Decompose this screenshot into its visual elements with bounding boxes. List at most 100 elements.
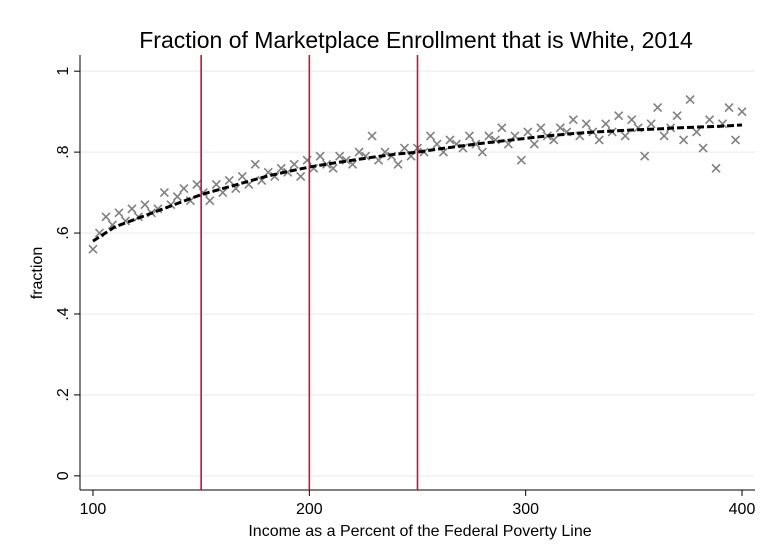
marker-stroke	[640, 151, 650, 161]
marker-stroke	[542, 131, 552, 141]
marker-stroke	[523, 127, 533, 137]
marker-stroke	[646, 119, 656, 129]
marker-stroke	[698, 143, 708, 153]
marker-stroke	[127, 204, 137, 214]
marker-stroke	[114, 208, 124, 218]
marker-stroke	[276, 163, 286, 173]
scatter-point	[140, 200, 150, 210]
scatter-point	[692, 127, 702, 137]
marker-stroke	[516, 155, 526, 165]
marker-stroke	[438, 147, 449, 157]
scatter-point	[568, 115, 578, 125]
marker-stroke	[185, 196, 195, 206]
scatter-point	[328, 163, 338, 173]
scatter-point	[711, 163, 721, 173]
chart-title: Fraction of Marketplace Enrollment that …	[139, 27, 693, 53]
marker-stroke	[309, 163, 319, 173]
scatter-point	[497, 123, 507, 133]
scatter-point	[399, 143, 410, 153]
x-tick-label: 400	[729, 501, 756, 518]
marker-stroke	[179, 183, 189, 194]
fit-line	[92, 123, 743, 243]
marker-stroke	[620, 131, 630, 141]
marker-stroke	[601, 119, 611, 129]
marker-stroke	[685, 94, 695, 105]
marker-stroke	[224, 175, 234, 186]
marker-stroke	[711, 163, 721, 173]
marker-stroke	[205, 196, 215, 206]
marker-stroke	[399, 143, 410, 153]
marker-stroke	[549, 135, 559, 145]
scatter-point	[516, 155, 526, 165]
scatter-point	[737, 107, 747, 117]
marker-stroke	[354, 147, 364, 157]
marker-stroke	[555, 123, 565, 133]
marker-stroke	[237, 171, 247, 181]
y-tick-label: 0	[55, 471, 72, 480]
x-tick-label: 100	[80, 501, 107, 518]
marker-stroke	[633, 123, 643, 133]
scatter-point	[322, 159, 332, 169]
scatter-point	[679, 135, 689, 145]
marker-stroke	[705, 115, 715, 125]
scatter-point	[685, 94, 695, 105]
scatter-point	[627, 115, 637, 125]
x-tick-label: 200	[296, 501, 323, 518]
scatter-point	[88, 244, 98, 254]
marker-stroke	[672, 111, 682, 121]
marker-stroke	[101, 212, 111, 222]
scatter-point	[484, 131, 494, 141]
scatter-point	[192, 179, 202, 190]
x-axis-label: Income as a Percent of the Federal Pover…	[248, 523, 591, 540]
scatter-point	[581, 119, 591, 129]
marker-stroke	[730, 135, 741, 145]
scatter-point	[296, 171, 306, 181]
scatter-point	[153, 204, 163, 214]
scatter-point	[601, 119, 611, 129]
scatter-point	[445, 135, 455, 145]
scatter-point	[542, 131, 552, 141]
marker-stroke	[322, 159, 332, 169]
marker-stroke	[231, 183, 241, 194]
marker-stroke	[218, 188, 228, 198]
scatter-point	[432, 139, 442, 149]
scatter-point	[620, 131, 630, 141]
scatter-point	[179, 183, 189, 194]
y-axis-label: fraction	[29, 247, 46, 299]
y-tick-label: .8	[55, 145, 72, 158]
marker-stroke	[328, 163, 338, 173]
scatter-point	[672, 111, 682, 121]
marker-stroke	[88, 244, 98, 254]
marker-stroke	[724, 103, 734, 113]
marker-stroke	[296, 171, 306, 181]
marker-stroke	[529, 139, 539, 149]
scatter-point	[549, 135, 559, 145]
scatter-point	[594, 135, 604, 145]
marker-stroke	[348, 159, 358, 169]
scatter-point	[205, 196, 215, 206]
scatter-point	[289, 159, 299, 169]
scatter-point	[250, 159, 260, 169]
marker-stroke	[367, 131, 377, 141]
scatter-point	[698, 143, 708, 153]
scatter-point	[730, 135, 741, 145]
marker-stroke	[153, 204, 163, 214]
scatter-point	[640, 151, 650, 161]
scatter-point	[335, 151, 345, 161]
marker-stroke	[159, 188, 169, 198]
y-tick-label: .2	[55, 388, 72, 401]
marker-stroke	[211, 179, 221, 190]
marker-stroke	[393, 159, 403, 169]
scatter-point	[159, 188, 169, 198]
x-tick-label: 300	[512, 501, 539, 518]
marker-stroke	[471, 139, 481, 149]
scatter-point	[393, 159, 403, 169]
scatter-point	[471, 139, 481, 149]
marker-stroke	[315, 151, 325, 161]
marker-stroke	[692, 127, 702, 137]
marker-stroke	[614, 111, 624, 121]
marker-stroke	[445, 135, 455, 145]
scatter-point	[659, 131, 669, 141]
marker-stroke	[581, 119, 591, 129]
scatter-point	[237, 171, 247, 181]
